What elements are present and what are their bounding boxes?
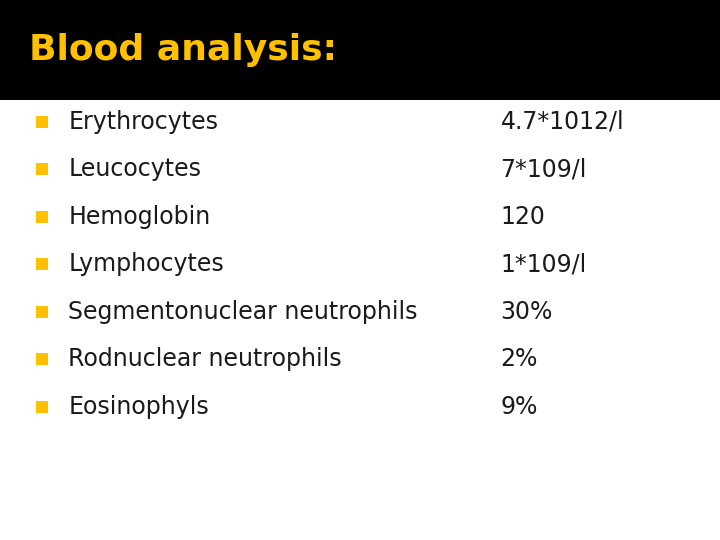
Point (36, 212, 48, 221)
Text: 2%: 2% (500, 347, 538, 371)
Text: 30%: 30% (500, 300, 553, 323)
Point (36, 117, 48, 126)
Text: 1*109/l: 1*109/l (500, 252, 587, 276)
Text: Hemoglobin: Hemoglobin (68, 205, 211, 228)
Point (36, 165, 48, 173)
Text: Lymphocytes: Lymphocytes (68, 252, 224, 276)
Text: Erythrocytes: Erythrocytes (68, 110, 218, 133)
Text: 4.7*1012/l: 4.7*1012/l (500, 110, 624, 133)
Point (36, 260, 48, 268)
FancyBboxPatch shape (0, 0, 720, 100)
Text: Segmentonuclear neutrophils: Segmentonuclear neutrophils (68, 300, 418, 323)
Text: 120: 120 (500, 205, 545, 228)
Text: Eosinophyls: Eosinophyls (68, 395, 209, 418)
Text: 7*109/l: 7*109/l (500, 157, 587, 181)
Point (36, 355, 48, 363)
Text: Leucocytes: Leucocytes (68, 157, 202, 181)
Point (36, 307, 48, 316)
Point (36, 402, 48, 411)
Text: Blood analysis:: Blood analysis: (29, 33, 337, 67)
Text: 9%: 9% (500, 395, 538, 418)
Text: Rodnuclear neutrophils: Rodnuclear neutrophils (68, 347, 342, 371)
